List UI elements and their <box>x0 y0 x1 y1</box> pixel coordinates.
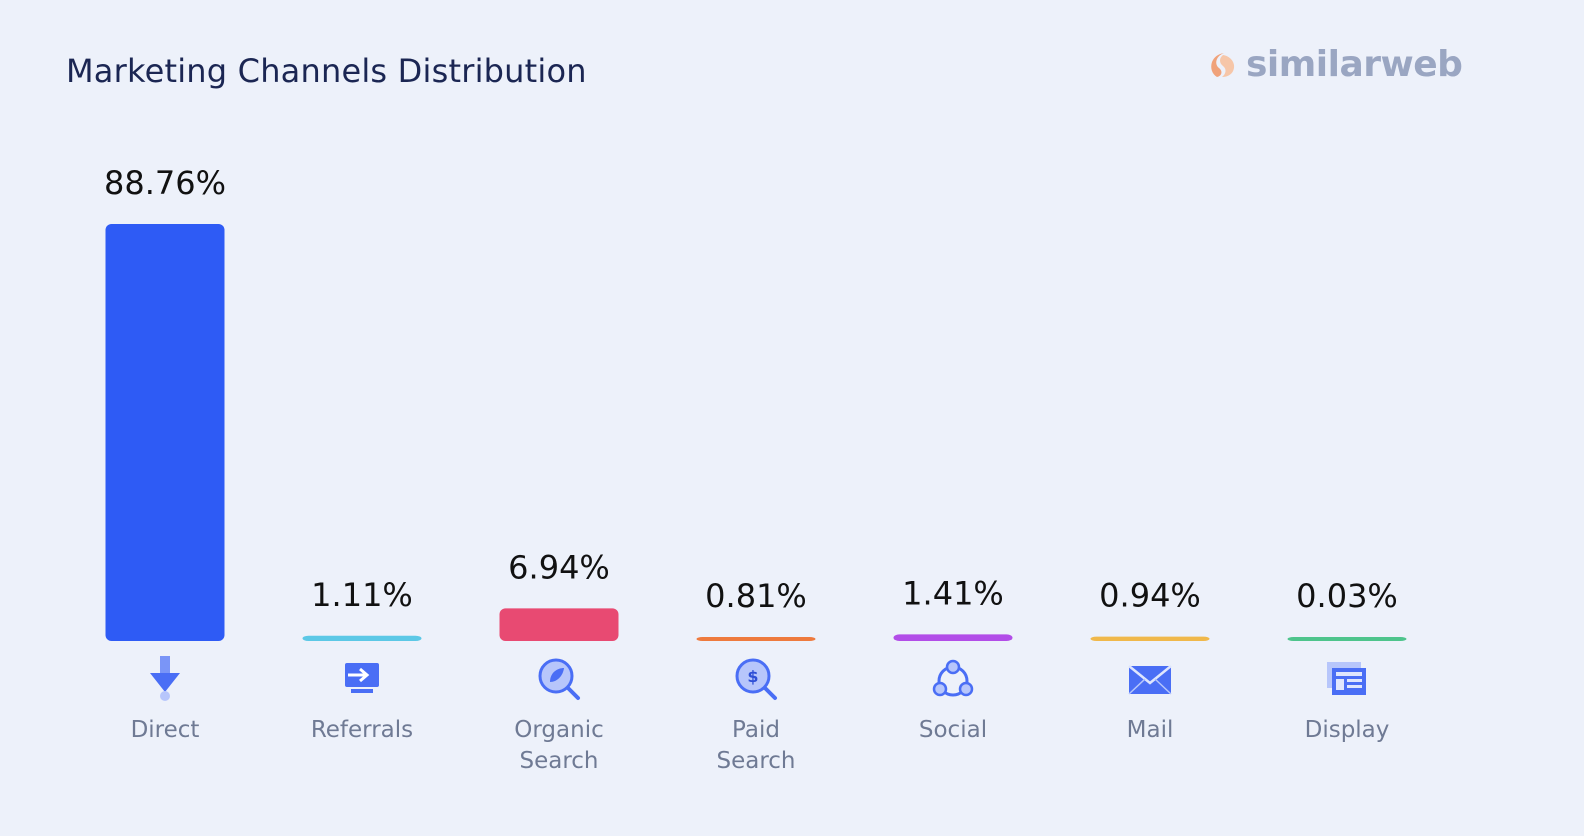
value-label-2: 6.94% <box>508 548 610 586</box>
category-label-3: Paid Search <box>716 717 795 774</box>
bar-4 <box>893 634 1013 641</box>
bar-3 <box>696 637 816 641</box>
organic-search-icon <box>538 658 580 700</box>
referrals-icon <box>345 663 379 693</box>
value-label-0: 88.76% <box>104 164 226 202</box>
category-label-1: Referrals <box>311 717 413 743</box>
display-icon <box>1327 662 1366 695</box>
social-icon <box>932 659 974 697</box>
category-label-4: Social <box>919 717 987 743</box>
value-label-3: 0.81% <box>705 577 807 615</box>
category-label-6: Display <box>1305 717 1390 743</box>
bar-5 <box>1090 636 1210 641</box>
brand-name: similarweb <box>1246 44 1463 85</box>
paid-search-icon: $ <box>735 658 777 700</box>
category-label-2: Organic Search <box>514 717 603 774</box>
mail-icon <box>1128 665 1172 695</box>
direct-arrow-icon <box>150 656 180 701</box>
brand-logo: similarweb <box>1208 44 1463 85</box>
bar-2 <box>499 608 619 641</box>
similarweb-logo-icon <box>1211 52 1235 77</box>
category-label-0: Direct <box>131 717 200 743</box>
value-label-4: 1.41% <box>902 574 1004 612</box>
bar-0 <box>105 224 225 641</box>
category-label-5: Mail <box>1127 717 1174 743</box>
value-label-1: 1.11% <box>311 576 413 614</box>
bar-1 <box>302 635 422 641</box>
value-label-6: 0.03% <box>1296 577 1398 615</box>
svg-text:$: $ <box>747 667 758 686</box>
value-label-5: 0.94% <box>1099 577 1201 615</box>
chart-title: Marketing Channels Distribution <box>66 52 587 90</box>
bar-6 <box>1287 637 1407 641</box>
